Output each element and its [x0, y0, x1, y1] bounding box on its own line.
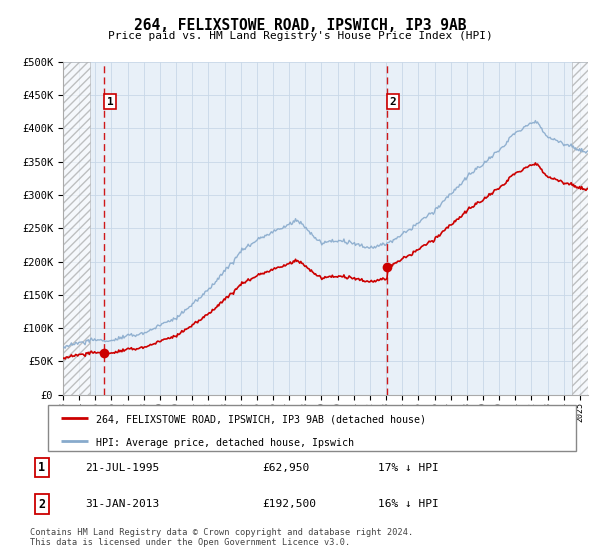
Bar	[63, 62, 91, 395]
Text: £192,500: £192,500	[262, 499, 316, 509]
Text: 264, FELIXSTOWE ROAD, IPSWICH, IP3 9AB: 264, FELIXSTOWE ROAD, IPSWICH, IP3 9AB	[134, 18, 466, 33]
FancyBboxPatch shape	[48, 405, 576, 451]
Text: 31-JAN-2013: 31-JAN-2013	[85, 499, 160, 509]
Text: 264, FELIXSTOWE ROAD, IPSWICH, IP3 9AB (detached house): 264, FELIXSTOWE ROAD, IPSWICH, IP3 9AB (…	[95, 414, 425, 424]
Text: HPI: Average price, detached house, Ipswich: HPI: Average price, detached house, Ipsw…	[95, 437, 353, 447]
Text: £62,950: £62,950	[262, 463, 309, 473]
Text: Contains HM Land Registry data © Crown copyright and database right 2024.
This d: Contains HM Land Registry data © Crown c…	[30, 528, 413, 547]
Text: 17% ↓ HPI: 17% ↓ HPI	[378, 463, 439, 473]
Text: 1: 1	[107, 96, 113, 106]
Text: Price paid vs. HM Land Registry's House Price Index (HPI): Price paid vs. HM Land Registry's House …	[107, 31, 493, 41]
Text: 16% ↓ HPI: 16% ↓ HPI	[378, 499, 439, 509]
Text: 1: 1	[38, 461, 46, 474]
Text: 2: 2	[390, 96, 397, 106]
Text: 2: 2	[38, 497, 46, 511]
Bar	[572, 62, 588, 395]
Text: 21-JUL-1995: 21-JUL-1995	[85, 463, 160, 473]
